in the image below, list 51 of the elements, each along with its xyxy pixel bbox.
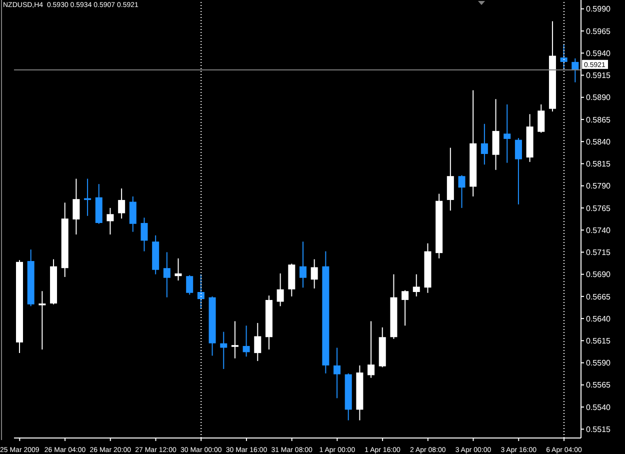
candlestick [538, 104, 545, 134]
y-tick-label: 0.5515 [586, 424, 612, 434]
y-tick-label: 0.5615 [586, 336, 612, 346]
candlestick [140, 217, 148, 252]
y-tick-label: 0.5865 [586, 115, 612, 124]
candlestick [458, 174, 466, 208]
y-tick-label: 0.5665 [586, 292, 612, 302]
candlestick [242, 325, 250, 358]
y-tick-label: 0.5915 [586, 71, 612, 80]
candlestick [197, 274, 204, 310]
candlestick [38, 290, 46, 350]
candlestick [220, 331, 228, 370]
y-tick-label: 0.5890 [586, 93, 612, 102]
y-tick-label: 0.5590 [586, 358, 612, 368]
candlestick [231, 320, 238, 359]
y-tick-label: 0.5715 [586, 248, 612, 258]
candlestick [84, 178, 92, 216]
candlestick [72, 178, 80, 235]
candlestick [163, 252, 170, 298]
candlestick [446, 147, 454, 212]
y-tick-label: 0.5540 [586, 402, 612, 412]
y-tick-label: 0.5565 [586, 380, 612, 390]
candlestick [514, 138, 522, 205]
candlestick [572, 58, 579, 83]
candlestick [560, 44, 568, 70]
y-tick-label: 0.5765 [586, 204, 612, 213]
y-tick-label: 0.5840 [586, 137, 612, 146]
candlestick [402, 290, 409, 326]
y-tick-label: 0.5790 [586, 182, 612, 191]
candlestick [276, 272, 284, 307]
y-tick-label: 0.5990 [586, 4, 612, 14]
y-tick-label: 0.5740 [586, 226, 612, 235]
candlestick [118, 188, 126, 220]
y-tick-label: 0.5815 [586, 160, 612, 169]
candlestick [504, 104, 511, 164]
y-tick-label: 0.5965 [586, 26, 612, 36]
candlestick [186, 274, 194, 296]
candlestick [300, 241, 306, 288]
candlestick [492, 98, 500, 170]
candlestick [106, 207, 114, 235]
candlestick [310, 258, 318, 289]
y-tick-label: 0.5640 [586, 314, 612, 324]
candlestick [254, 322, 262, 362]
candlestick [129, 196, 136, 232]
candlestick [368, 320, 375, 378]
y-tick-label: 0.5940 [586, 48, 612, 58]
candlestick [334, 347, 341, 399]
y-tick-label: 0.5690 [586, 270, 612, 280]
candlestick [412, 274, 420, 297]
candlestick [480, 123, 488, 166]
candlestick [174, 258, 182, 281]
